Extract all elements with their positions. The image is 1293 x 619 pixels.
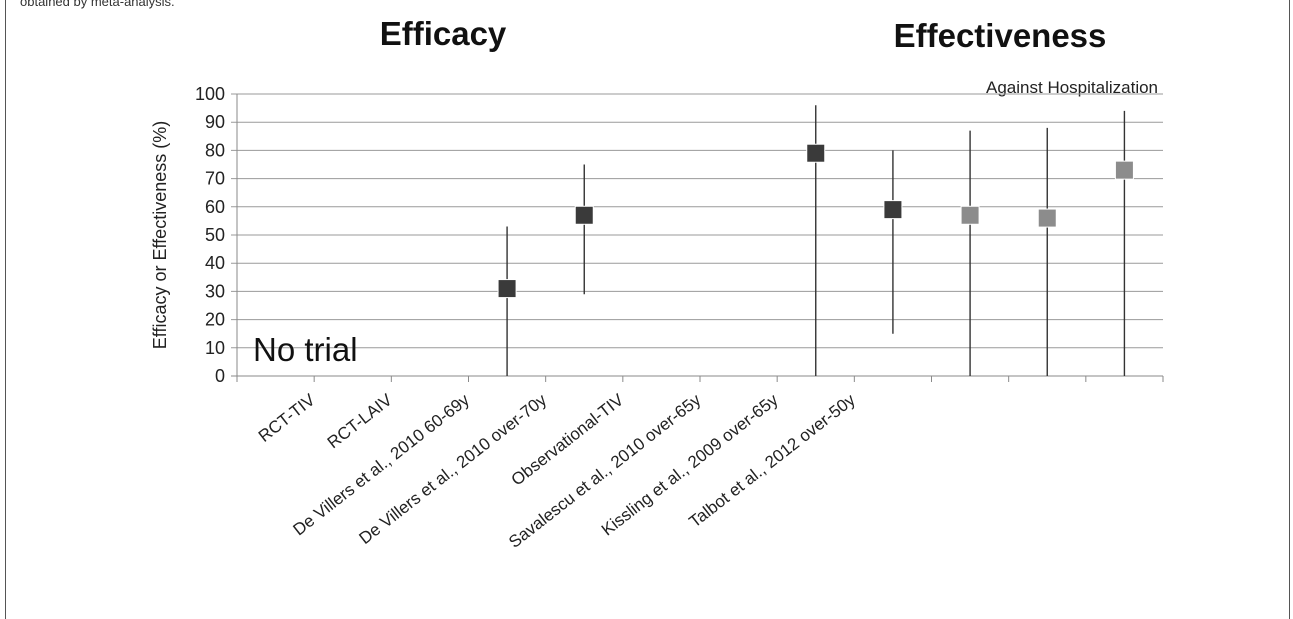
heading-efficacy: Efficacy — [380, 15, 507, 52]
data-points — [497, 105, 1134, 376]
data-point-marker — [1114, 160, 1134, 180]
data-point-marker — [806, 143, 826, 163]
no-trial-label: No trial — [253, 331, 358, 368]
y-tick-label: 70 — [205, 169, 225, 189]
heading-effectiveness: Effectiveness — [894, 17, 1107, 54]
data-point-marker — [1037, 208, 1057, 228]
x-tick-marks — [236, 376, 1164, 382]
y-tick-label: 100 — [195, 84, 225, 104]
data-point-marker — [574, 205, 594, 225]
figure-caption: obtained by meta-analysis. — [20, 0, 175, 9]
y-tick-label: 0 — [215, 366, 225, 386]
annotation-hospitalization: Against Hospitalization — [986, 78, 1158, 97]
y-tick-label: 50 — [205, 225, 225, 245]
figure-frame — [5, 0, 1290, 619]
category-label: RCT-LAIV — [324, 390, 397, 452]
data-point-marker — [960, 205, 980, 225]
grid-layer — [231, 93, 1163, 377]
y-tick-label: 30 — [205, 281, 225, 301]
y-tick-label: 10 — [205, 338, 225, 358]
y-tick-label: 90 — [205, 112, 225, 132]
y-tick-label: 40 — [205, 253, 225, 273]
y-tick-label: 60 — [205, 197, 225, 217]
y-tick-labels: 0 10 20 30 40 50 60 70 80 90 100 — [195, 84, 225, 386]
y-tick-label: 80 — [205, 140, 225, 160]
category-label: RCT-TIV — [255, 390, 319, 446]
y-tick-label: 20 — [205, 310, 225, 330]
y-axis-label: Efficacy or Effectiveness (%) — [150, 121, 170, 349]
data-point-marker — [497, 279, 517, 299]
data-point-marker — [883, 200, 903, 220]
